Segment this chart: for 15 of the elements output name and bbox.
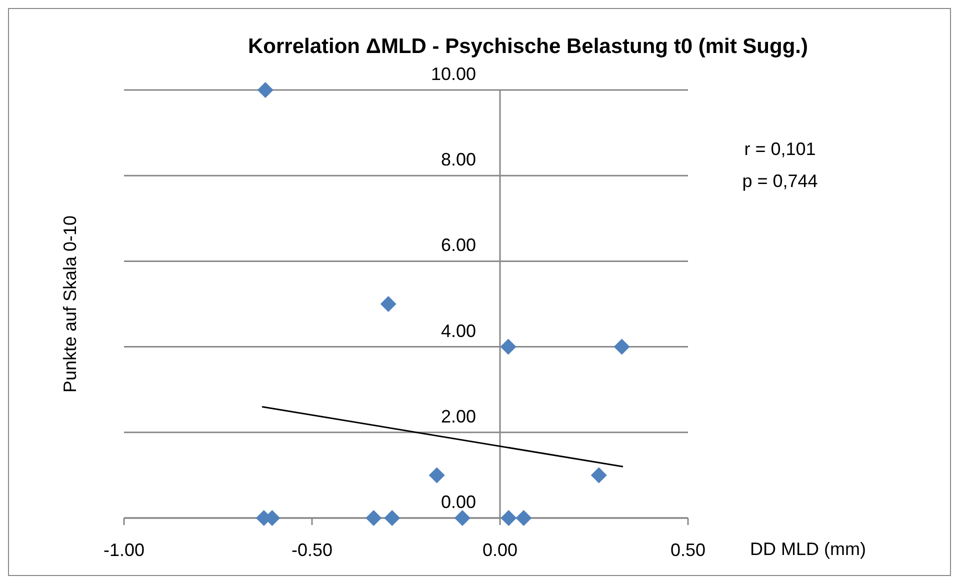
- x-axis-title: DD MLD (mm): [750, 539, 866, 559]
- y-tick-label: 6.00: [440, 235, 476, 256]
- text: p = 0,744: [742, 171, 818, 191]
- x-tick-label: 0.50: [670, 540, 706, 560]
- y-tick-label: 4.00: [440, 320, 476, 341]
- x-tick-label: -0.50: [291, 540, 333, 560]
- y-tick-label: 8.00: [440, 150, 476, 170]
- y-tick-label: 0.00: [440, 492, 476, 512]
- y-axis-title: Punkte auf Skala 0-10: [60, 215, 80, 393]
- x-tick-label: -1.00: [103, 540, 145, 560]
- y-tick-label: 2.00: [440, 406, 476, 426]
- x-tick-label: 0.00: [482, 540, 518, 560]
- chart-title: Korrelation ΔMLD - Psychische Belastung t0 (mit Sugg.): [248, 35, 808, 58]
- text: r = 0,101: [744, 139, 816, 159]
- y-tick-label: 10.00: [430, 64, 476, 84]
